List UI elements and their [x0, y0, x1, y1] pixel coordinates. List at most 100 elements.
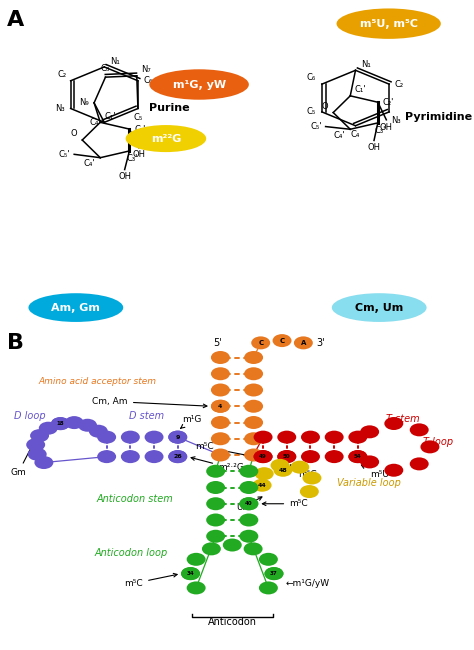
Ellipse shape	[28, 293, 123, 322]
Text: D loop: D loop	[14, 411, 46, 421]
Circle shape	[35, 456, 54, 469]
Text: C₃': C₃'	[126, 154, 137, 163]
Ellipse shape	[126, 125, 206, 152]
Circle shape	[384, 463, 403, 476]
Circle shape	[206, 497, 225, 510]
Text: 37: 37	[270, 571, 278, 576]
Circle shape	[420, 441, 439, 454]
Circle shape	[273, 334, 292, 347]
Text: 9: 9	[175, 435, 180, 439]
Circle shape	[30, 429, 49, 442]
Circle shape	[239, 481, 258, 494]
Text: 50: 50	[283, 454, 291, 459]
Text: m⁵U, m⁵C: m⁵U, m⁵C	[360, 19, 418, 29]
Circle shape	[27, 448, 46, 461]
Text: C₅': C₅'	[310, 122, 322, 131]
Circle shape	[244, 367, 263, 380]
Text: 4: 4	[218, 404, 223, 409]
Circle shape	[271, 459, 290, 472]
Circle shape	[145, 450, 164, 463]
Circle shape	[348, 450, 367, 463]
Circle shape	[211, 432, 230, 445]
Text: T stem: T stem	[386, 415, 420, 424]
Circle shape	[384, 417, 403, 430]
Circle shape	[239, 497, 258, 510]
Circle shape	[121, 450, 140, 463]
Circle shape	[244, 400, 263, 413]
Text: m¹G, yW: m¹G, yW	[173, 79, 226, 90]
Circle shape	[26, 438, 45, 451]
Circle shape	[97, 450, 116, 463]
Text: C₆: C₆	[307, 73, 316, 83]
Text: C₁': C₁'	[355, 85, 366, 94]
Text: 18: 18	[56, 421, 64, 426]
Circle shape	[97, 430, 116, 443]
Circle shape	[302, 471, 321, 484]
Text: C: C	[258, 340, 263, 346]
Text: Pyrimidine: Pyrimidine	[405, 112, 473, 122]
Circle shape	[168, 450, 187, 463]
Circle shape	[244, 416, 263, 429]
Text: O: O	[322, 102, 328, 111]
Circle shape	[239, 530, 258, 543]
Circle shape	[181, 567, 200, 580]
Circle shape	[244, 448, 263, 461]
Circle shape	[239, 514, 258, 526]
Text: Purine: Purine	[149, 103, 190, 113]
Text: Variable loop: Variable loop	[337, 478, 401, 488]
Circle shape	[187, 552, 206, 566]
Circle shape	[206, 481, 225, 494]
Circle shape	[121, 430, 140, 443]
Circle shape	[211, 351, 230, 364]
Text: C₅: C₅	[307, 107, 316, 116]
Circle shape	[264, 567, 283, 580]
Circle shape	[264, 567, 283, 580]
Circle shape	[254, 430, 273, 443]
Text: A: A	[7, 10, 24, 30]
Circle shape	[410, 423, 428, 436]
Text: Amino acid acceptor stem: Amino acid acceptor stem	[38, 378, 156, 386]
Text: C₄: C₄	[89, 118, 99, 127]
Text: N₁: N₁	[361, 60, 371, 69]
Circle shape	[223, 538, 242, 551]
Text: C₆: C₆	[144, 76, 153, 85]
Text: C₂: C₂	[58, 70, 67, 79]
Circle shape	[211, 367, 230, 380]
Circle shape	[259, 552, 278, 566]
Text: m²·²G: m²·²G	[191, 457, 244, 473]
Circle shape	[51, 417, 70, 430]
Text: C₄': C₄'	[334, 131, 346, 140]
Circle shape	[211, 400, 230, 413]
Circle shape	[51, 417, 70, 430]
Circle shape	[348, 430, 367, 443]
Circle shape	[181, 567, 200, 580]
Text: m⁵C: m⁵C	[195, 443, 250, 457]
Circle shape	[244, 351, 263, 364]
Circle shape	[211, 384, 230, 396]
Text: Um: Um	[236, 497, 262, 512]
Text: N₃: N₃	[55, 104, 65, 113]
Text: Cm, Am: Cm, Am	[92, 397, 207, 408]
Circle shape	[325, 450, 344, 463]
Text: OH: OH	[118, 172, 131, 181]
Text: C₄: C₄	[351, 131, 360, 140]
Circle shape	[244, 432, 263, 445]
Circle shape	[65, 416, 84, 429]
Text: C₂: C₂	[395, 80, 404, 88]
Circle shape	[325, 430, 344, 443]
Circle shape	[254, 450, 273, 463]
Circle shape	[300, 485, 319, 498]
Text: Anticodon: Anticodon	[208, 618, 257, 627]
Circle shape	[277, 430, 296, 443]
Text: m²²G: m²²G	[151, 134, 181, 144]
Circle shape	[301, 450, 320, 463]
Circle shape	[168, 430, 187, 443]
Text: 49: 49	[259, 454, 267, 459]
Circle shape	[211, 416, 230, 429]
Text: 5': 5'	[214, 339, 222, 348]
Text: Anticodon loop: Anticodon loop	[95, 548, 168, 558]
Text: C₈: C₈	[101, 64, 110, 73]
Ellipse shape	[337, 8, 441, 39]
Circle shape	[239, 465, 258, 478]
Circle shape	[206, 465, 225, 478]
